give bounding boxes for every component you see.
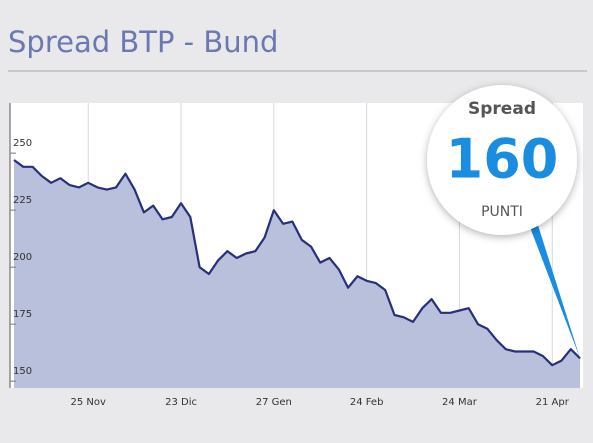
x-tick-label: 21 Apr [536,397,570,408]
callout-title: Spread [468,99,536,119]
callout-value: 160 [446,128,559,191]
callout-unit: PUNTI [481,204,523,220]
y-tick-label: 225 [13,195,32,206]
y-tick-label: 150 [13,366,32,377]
x-tick-label: 27 Gen [256,397,292,408]
area [14,160,581,388]
y-tick-label: 250 [13,138,32,149]
x-tick-label: 24 Mar [442,397,478,408]
line [13,159,581,367]
x-tick-label: 24 Feb [350,397,384,408]
x-tick-label: 23 Dic [165,397,197,408]
chart-title: Spread BTP - Bund [8,25,278,59]
y-tick-label: 175 [13,309,32,320]
x-tick-label: 25 Nov [71,397,107,408]
callout-pointer [528,222,581,359]
callout-bubble [427,85,577,235]
y-tick-label: 200 [13,252,32,263]
